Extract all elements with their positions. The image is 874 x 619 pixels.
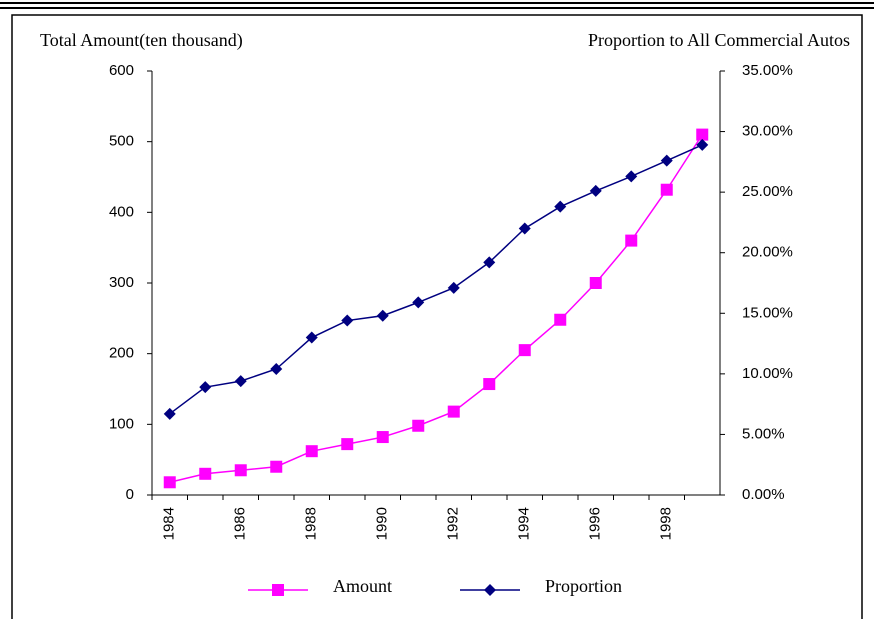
legend-marker [484,584,496,596]
y-tick-label: 0 [126,486,134,503]
series-line [169,134,703,484]
y2-tick-label: 20.00% [742,244,793,261]
y-tick-label: 100 [109,415,134,432]
y-tick-label: 500 [109,133,134,150]
x-tick-label: 1986 [232,507,249,540]
x-tick-label: 1994 [516,507,533,540]
data-point [199,467,212,480]
x-tick-label: 1990 [374,507,391,540]
data-point [589,277,602,289]
data-point [447,405,460,418]
y-tick-label: 300 [109,274,134,291]
data-point [376,431,389,444]
y2-tick-label: 15.00% [742,304,793,321]
data-point [412,296,425,309]
data-point [483,378,496,391]
data-point [625,170,638,183]
legend-marker [272,584,284,596]
frame [11,14,863,619]
y-tick-label: 200 [109,345,134,362]
data-point [305,331,318,344]
x-tick-label: 1996 [587,507,604,540]
data-point [163,407,176,420]
y2-axis-label: Proportion to All Commercial Autos [588,30,850,50]
y2-tick-label: 35.00% [742,62,793,79]
data-point [412,419,425,432]
x-tick-label: 1984 [161,507,178,540]
x-tick-label: 1992 [445,507,462,540]
data-point [518,222,531,235]
data-point [554,200,567,213]
data-point [163,476,176,489]
data-point [234,375,247,388]
data-point [341,438,354,451]
x-tick-label: 1988 [303,507,320,540]
data-point [554,313,567,326]
data-point [341,314,354,327]
data-point [696,138,709,151]
data-point [660,183,673,196]
y2-tick-label: 10.00% [742,365,793,382]
legend-label: Amount [333,576,392,596]
data-point [447,281,460,294]
y-tick-label: 600 [109,62,134,79]
data-point [199,381,212,394]
data-point [625,234,638,247]
data-point [589,184,602,197]
data-point [234,464,247,477]
data-point [518,344,531,357]
y2-tick-label: 30.00% [742,123,793,140]
data-point [270,363,283,376]
data-point [696,128,709,141]
y2-tick-label: 5.00% [742,425,785,442]
x-tick-label: 1998 [658,507,675,540]
series-line [169,144,703,415]
data-point [376,309,389,322]
legend-label: Proportion [545,576,622,596]
data-point [483,256,496,269]
y2-tick-label: 0.00% [742,486,785,503]
data-point [660,154,673,167]
y2-tick-label: 25.00% [742,183,793,200]
data-point [305,445,318,458]
y-tick-label: 400 [109,203,134,220]
y-axis-label: Total Amount(ten thousand) [40,30,243,51]
data-point [270,460,283,473]
